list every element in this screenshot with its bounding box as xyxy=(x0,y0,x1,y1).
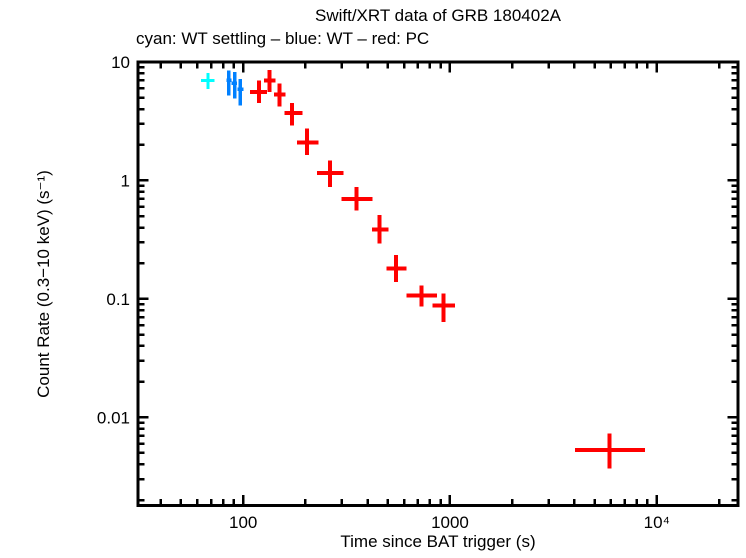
y-axis-label: Count Rate (0.3−10 keV) (s⁻¹) xyxy=(34,170,53,398)
y-tick-label: 10 xyxy=(111,53,130,72)
x-tick-label: 1000 xyxy=(431,513,469,532)
plot-frame xyxy=(136,60,740,507)
y-tick-label: 0.01 xyxy=(97,408,130,427)
chart-title: Swift/XRT data of GRB 180402A xyxy=(314,6,561,25)
x-tick-label: 100 xyxy=(229,513,257,532)
y-tick-label: 0.1 xyxy=(106,290,130,309)
x-axis-label: Time since BAT trigger (s) xyxy=(340,532,536,551)
x-tick-label: 10⁴ xyxy=(644,513,670,532)
y-tick-label: 1 xyxy=(121,171,130,190)
chart-subtitle: cyan: WT settling – blue: WT – red: PC xyxy=(136,29,430,48)
